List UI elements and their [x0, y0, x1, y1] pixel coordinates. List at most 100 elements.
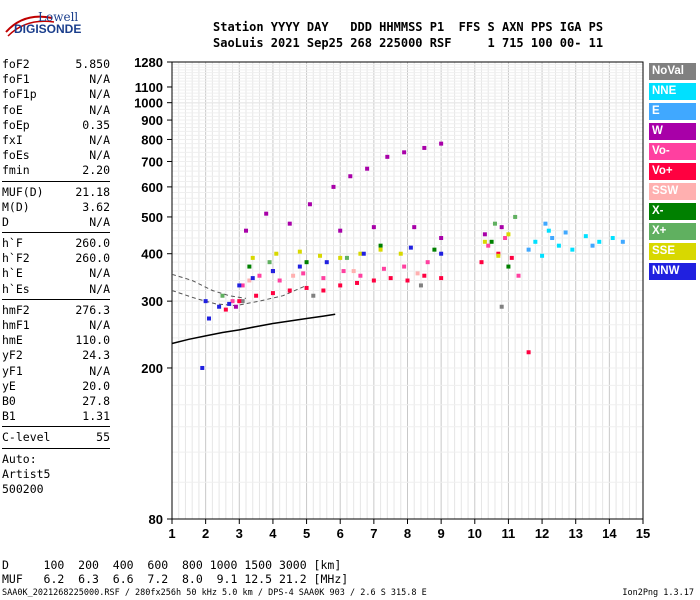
- param-name: h`F2: [2, 251, 30, 266]
- file-info: SAA0K_2021268225000.RSF / 280fx256h 50 k…: [2, 588, 427, 598]
- echo-point: [388, 276, 393, 281]
- param-name: yF1: [2, 363, 23, 378]
- param-value: 20.0: [82, 378, 110, 393]
- param-value: 0.35: [82, 117, 110, 132]
- echo-point: [543, 221, 548, 226]
- echo-point: [318, 253, 323, 258]
- echo-point: [583, 234, 588, 239]
- param-value: 21.18: [75, 184, 110, 199]
- echo-point: [220, 293, 225, 298]
- param-group-critical-frequencies: foF2 5.850 foF1 N/A foF1p N/A foE N/A foEp 0.35 fx…: [2, 57, 110, 179]
- dashed-trace: [171, 273, 247, 299]
- param-row: h`F 260.0: [2, 236, 110, 251]
- echo-point: [533, 239, 538, 244]
- echo-point: [378, 243, 383, 248]
- param-group-muf: MUF(D) 21.18 M(D) 3.62 D N/A: [2, 185, 110, 231]
- echo-point: [267, 260, 272, 265]
- echo-point: [378, 247, 383, 252]
- echo-point: [540, 253, 545, 258]
- echo-point: [408, 245, 413, 250]
- param-value: N/A: [89, 281, 110, 296]
- echo-point: [287, 221, 292, 226]
- param-row: B0 27.8: [2, 394, 110, 409]
- header-labels: Station YYYY DAY DDD HHMMSS P1 FFS S AXN…: [213, 20, 604, 34]
- param-name: foEs: [2, 148, 30, 163]
- legend-item: NoVal: [649, 63, 696, 80]
- echo-point: [297, 249, 302, 254]
- x-tick-label: 4: [269, 526, 277, 541]
- y-tick-label: 1100: [135, 80, 163, 95]
- echo-point: [324, 260, 329, 265]
- param-value: N/A: [89, 363, 110, 378]
- muf-table: D 100 200 400 600 800 1000 1500 3000 [km…: [2, 558, 348, 586]
- param-value: 1.31: [82, 409, 110, 424]
- echo-point: [254, 293, 259, 298]
- param-row: hmE 110.0: [2, 333, 110, 348]
- echo-point: [223, 307, 228, 312]
- y-tick-label: 200: [141, 361, 163, 376]
- echo-point: [509, 255, 514, 260]
- echo-point: [418, 283, 423, 288]
- x-tick-label: 10: [468, 526, 482, 541]
- param-row: hmF1 N/A: [2, 318, 110, 333]
- echo-point: [620, 239, 625, 244]
- param-value: 3.62: [82, 199, 110, 214]
- param-row: h`E N/A: [2, 266, 110, 281]
- y-tick-label: 900: [141, 113, 163, 128]
- param-group-confidence: C-level 55: [2, 430, 110, 445]
- legend-item: W: [649, 123, 696, 140]
- echo-point: [546, 228, 551, 233]
- echo-point: [432, 247, 437, 252]
- x-tick-label: 1: [168, 526, 175, 541]
- x-tick-label: 2: [202, 526, 209, 541]
- param-name: B1: [2, 409, 16, 424]
- param-row: foF1p N/A: [2, 87, 110, 102]
- param-value: N/A: [89, 266, 110, 281]
- echo-point: [499, 225, 504, 230]
- param-value: 276.3: [75, 302, 110, 317]
- polarization-legend: NoVal NNE E W Vo- Vo+ SSW X- X+ SSE NNW: [649, 63, 696, 283]
- y-tick-label: 80: [149, 512, 163, 527]
- echo-point: [402, 264, 407, 269]
- param-row: C-level 55: [2, 430, 110, 445]
- digisonde-logo: [4, 10, 74, 44]
- legend-item: SSE: [649, 243, 696, 260]
- echo-point: [358, 273, 363, 278]
- echo-point: [492, 221, 497, 226]
- echo-point: [321, 288, 326, 293]
- echo-point: [277, 278, 282, 283]
- echo-point: [274, 251, 279, 256]
- echo-point: [439, 236, 444, 241]
- param-value: N/A: [89, 318, 110, 332]
- param-row: yF2 24.3: [2, 348, 110, 363]
- echo-point: [287, 288, 292, 293]
- echo-point: [270, 291, 275, 296]
- echo-point: [526, 247, 531, 252]
- param-value: 5.850: [75, 57, 110, 71]
- artist-version: Artist5: [2, 466, 51, 481]
- param-row: h`Es N/A: [2, 282, 110, 297]
- echo-point: [297, 264, 302, 269]
- param-row: yF1 N/A: [2, 364, 110, 379]
- echo-point: [381, 266, 386, 271]
- legend-item: NNW: [649, 263, 696, 280]
- echo-point: [425, 260, 430, 265]
- param-value: 24.3: [82, 348, 110, 363]
- x-tick-label: 13: [568, 526, 582, 541]
- param-group-profile: hmF2 276.3 hmF1 N/A hmE 110.0 yF2 24.3 yF1 N/A yE 2…: [2, 303, 110, 425]
- param-row: B1 1.31: [2, 409, 110, 424]
- param-value: 260.0: [75, 251, 110, 266]
- echo-point: [207, 316, 212, 321]
- echo-point: [358, 251, 363, 256]
- auto-label: Auto:: [2, 451, 37, 466]
- muf-row: MUF 6.2 6.3 6.6 7.2 8.0 9.1 12.5 21.2 [M…: [2, 572, 349, 586]
- param-name: h`E: [2, 266, 23, 281]
- echo-point: [304, 260, 309, 265]
- logo-digisonde-text: DIGISONDE: [14, 22, 82, 36]
- param-row: foF1 N/A: [2, 72, 110, 87]
- param-value: 55: [96, 430, 110, 445]
- echo-point: [240, 299, 245, 304]
- echo-point: [351, 269, 356, 274]
- echo-point: [203, 299, 208, 304]
- logo-swoosh-icon: [5, 15, 55, 37]
